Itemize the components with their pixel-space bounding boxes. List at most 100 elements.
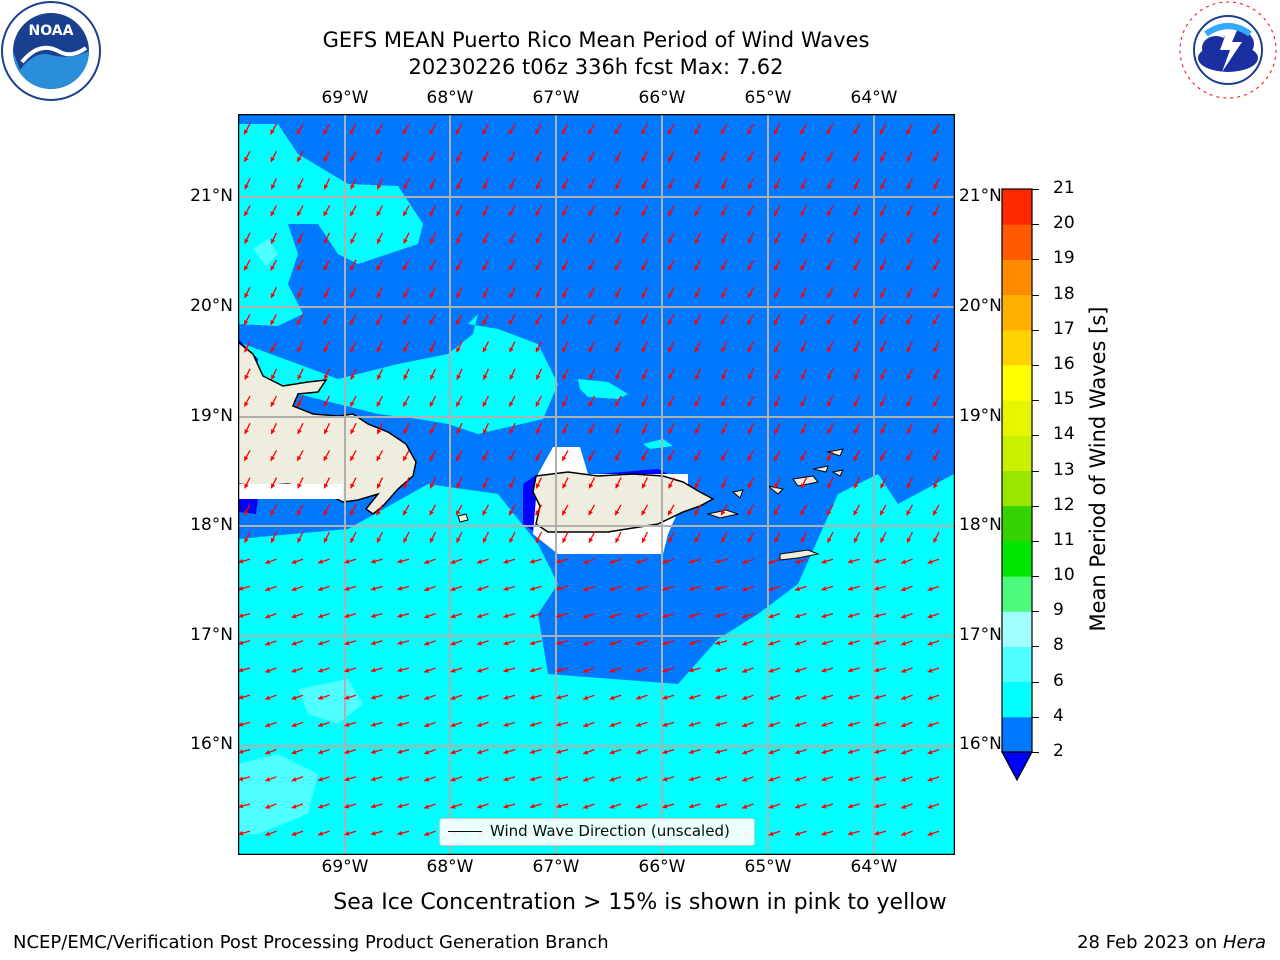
- wind-wave-arrow-head: [376, 455, 381, 461]
- wind-wave-arrow-head: [588, 211, 593, 217]
- wind-wave-arrow-head: [641, 537, 647, 543]
- colorbar-tick-mark: [1032, 752, 1039, 753]
- wind-wave-arrow-head: [270, 238, 276, 244]
- wind-wave-arrow-head: [562, 319, 567, 325]
- wind-wave-arrow-head: [370, 586, 376, 591]
- wind-wave-arrow-head: [403, 455, 408, 461]
- wind-wave-arrow-head: [424, 804, 430, 809]
- wind-wave-arrow-head: [747, 510, 752, 516]
- wind-wave-arrow-head: [424, 668, 430, 673]
- wind-wave-arrow-head: [370, 776, 376, 782]
- wind-wave-arrow-head: [688, 722, 694, 727]
- wind-wave-arrow-head: [323, 156, 329, 162]
- wind-wave-arrow-head: [827, 455, 832, 461]
- wind-wave-arrow-head: [662, 667, 668, 673]
- wind-wave-arrow-head: [742, 668, 748, 673]
- wind-wave-arrow-head: [933, 510, 938, 516]
- lat-label-right: 18°N: [959, 515, 1002, 535]
- wind-wave-arrow-head: [609, 749, 615, 755]
- wind-wave-arrow-head: [747, 455, 752, 461]
- wind-wave-arrow-head: [270, 401, 276, 407]
- sea-ice-note: Sea Ice Concentration > 15% is shown in …: [333, 890, 947, 915]
- wind-wave-arrow-head: [562, 455, 567, 461]
- wind-wave-arrow-head: [636, 695, 642, 700]
- wind-wave-arrow-head: [901, 641, 907, 646]
- lon-label-top: 65°W: [744, 88, 792, 108]
- wind-wave-arrow-head: [556, 613, 562, 618]
- wind-wave-arrow-head: [318, 831, 324, 836]
- wind-wave-arrow-head: [742, 586, 748, 592]
- wind-wave-arrow-head: [529, 613, 535, 619]
- wind-wave-arrow-head: [609, 586, 615, 592]
- wind-wave-arrow-head: [847, 830, 853, 836]
- colorbar-tick-mark: [1032, 681, 1039, 683]
- wind-wave-arrow-head: [376, 156, 382, 162]
- wind-wave-arrow-head: [927, 559, 933, 564]
- wind-wave-arrow-head: [503, 695, 509, 700]
- wind-wave-arrow-head: [721, 401, 726, 407]
- wind-wave-arrow-head: [456, 347, 461, 353]
- colorbar-segment: [1002, 189, 1032, 225]
- wind-wave-arrow-head: [642, 374, 647, 380]
- wind-wave-arrow-head: [244, 319, 249, 325]
- wind-wave-arrow-head: [933, 455, 938, 461]
- wind-wave-arrow-head: [318, 586, 324, 592]
- wind-wave-arrow-head: [742, 559, 748, 565]
- wind-wave-arrow-head: [350, 156, 355, 162]
- wind-wave-arrow-head: [695, 429, 700, 435]
- wind-wave-arrow-head: [721, 211, 726, 217]
- wind-wave-arrow-head: [800, 238, 806, 244]
- wind-wave-arrow-head: [562, 292, 567, 298]
- wind-wave-arrow-head: [748, 429, 753, 435]
- wind-wave-arrow-head: [350, 455, 355, 461]
- wind-wave-arrow-head: [529, 558, 535, 564]
- wind-wave-arrow-head: [323, 265, 328, 271]
- wind-wave-arrow-head: [747, 292, 753, 298]
- wind-wave-arrow-head: [642, 429, 647, 435]
- wind-wave-arrow-head: [800, 292, 806, 298]
- lon-label-bottom: 67°W: [532, 857, 580, 877]
- colorbar-tick-mark: [1032, 259, 1039, 261]
- wind-wave-arrow-head: [429, 238, 435, 244]
- wind-wave-arrow-head: [747, 347, 753, 353]
- wind-wave-arrow-head: [847, 749, 853, 755]
- colorbar-tick-label: 12: [1053, 494, 1075, 515]
- wind-wave-arrow-head: [535, 483, 541, 489]
- wind-wave-arrow-head: [323, 211, 328, 217]
- wind-wave-arrow-head: [853, 537, 859, 543]
- wind-wave-arrow-head: [583, 559, 589, 565]
- wind-wave-arrow-head: [636, 586, 642, 592]
- wind-wave-arrow-head: [715, 722, 721, 727]
- wind-wave-arrow-head: [482, 537, 488, 543]
- wind-wave-arrow-head: [450, 777, 456, 782]
- wind-wave-arrow-head: [588, 401, 594, 407]
- wind-wave-arrow-head: [821, 667, 827, 673]
- wind-wave-arrow-head: [403, 292, 408, 298]
- wind-wave-arrow-head: [503, 722, 509, 727]
- wind-wave-arrow-head: [297, 429, 302, 435]
- wind-wave-arrow-head: [588, 347, 594, 353]
- wind-wave-arrow-head: [774, 510, 779, 516]
- wind-wave-arrow-head: [662, 640, 668, 646]
- colorbar: [1000, 188, 1034, 782]
- wind-wave-arrow-head: [509, 184, 514, 190]
- wind-wave-arrow-head: [509, 537, 514, 543]
- wind-wave-arrow-head: [238, 749, 244, 754]
- colorbar-extend-triangle: [1000, 751, 1034, 782]
- colorbar-tick-mark: [1032, 540, 1039, 542]
- wind-wave-arrow-head: [821, 586, 827, 591]
- period-field-4-6-south: [238, 474, 954, 854]
- wind-wave-arrow-head: [536, 184, 541, 190]
- wind-wave-arrow-head: [747, 211, 752, 217]
- wind-wave-arrow-head: [588, 265, 593, 271]
- wind-wave-arrow-head: [588, 156, 594, 162]
- wind-wave-arrow-head: [456, 455, 461, 461]
- lon-label-bottom: 68°W: [426, 857, 474, 877]
- wind-wave-arrow-head: [853, 211, 858, 217]
- wind-wave-arrow-head: [344, 586, 350, 591]
- noaa-logo-text: NOAA: [29, 23, 74, 39]
- lat-label-left: 17°N: [190, 625, 233, 645]
- wind-wave-arrow-head: [429, 483, 435, 489]
- wind-wave-arrow-head: [742, 722, 748, 728]
- wind-wave-arrow-head: [483, 374, 488, 380]
